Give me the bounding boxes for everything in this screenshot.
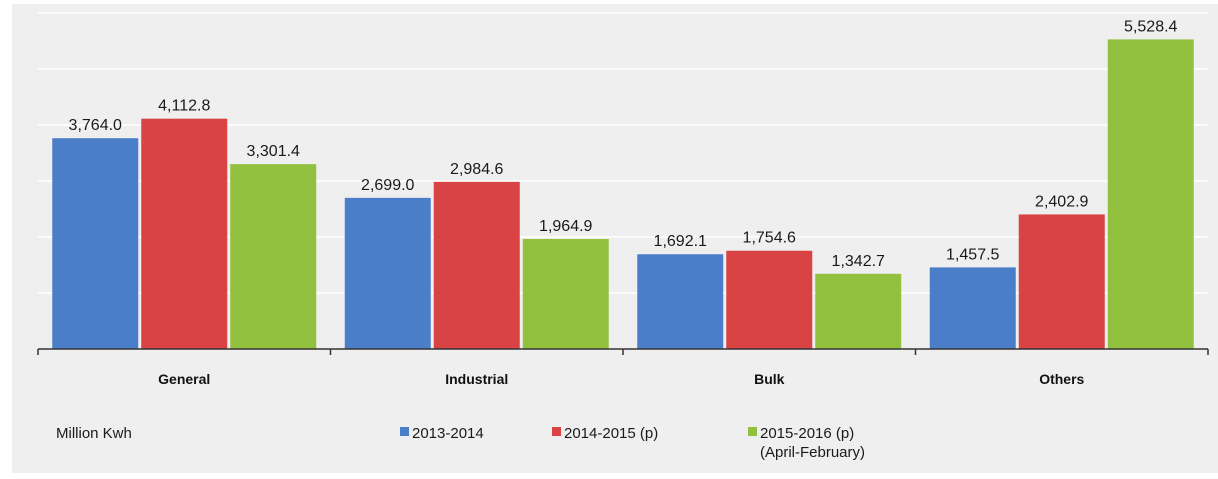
category-label: Bulk xyxy=(754,371,785,387)
bar xyxy=(637,254,724,349)
legend-label: 2013-2014 xyxy=(412,425,484,442)
bars xyxy=(52,39,1194,349)
legend: Million Kwh 2013-2014 2014-2015 (p) 2015-2… xyxy=(56,425,865,461)
data-label: 2,984.6 xyxy=(450,161,503,178)
data-label: 2,699.0 xyxy=(361,177,414,194)
bar xyxy=(52,138,139,349)
data-label: 4,112.8 xyxy=(158,98,210,115)
unit-label: Million Kwh xyxy=(56,425,132,442)
legend-swatch xyxy=(748,427,757,436)
legend-swatch xyxy=(400,427,409,436)
data-label: 1,754.6 xyxy=(743,230,796,247)
category-label: General xyxy=(158,371,210,387)
bar xyxy=(230,164,317,349)
legend-swatch xyxy=(552,427,561,436)
data-label: 2,402.9 xyxy=(1035,193,1088,210)
category-label: Others xyxy=(1039,371,1084,387)
bar xyxy=(1107,39,1194,349)
data-label: 1,964.9 xyxy=(539,218,592,235)
category-label: Industrial xyxy=(445,371,508,387)
bar-chart: 3,764.0 4,112.8 3,301.4 2,699.0 2,984.6 1,964… xyxy=(37,12,1209,461)
data-labels: 3,764.0 4,112.8 3,301.4 2,699.0 2,984.6 1,964… xyxy=(69,18,1178,269)
bar xyxy=(929,267,1016,349)
data-label: 1,692.1 xyxy=(654,233,707,250)
bar xyxy=(522,238,609,349)
data-label: 3,301.4 xyxy=(247,143,300,160)
data-label: 1,342.7 xyxy=(832,253,885,270)
legend-label: 2014-2015 (p) xyxy=(564,425,658,442)
data-label: 3,764.0 xyxy=(69,117,122,134)
data-label: 5,528.4 xyxy=(1124,18,1177,35)
bar xyxy=(344,197,431,349)
bar xyxy=(433,181,520,349)
category-labels: General Industrial Bulk Others xyxy=(158,371,1084,387)
bar xyxy=(1018,214,1105,349)
legend-label: 2015-2016 (p) xyxy=(760,425,854,442)
chart-panel: 3,764.0 4,112.8 3,301.4 2,699.0 2,984.6 1,964… xyxy=(12,4,1218,473)
bar xyxy=(141,118,228,349)
data-label: 1,457.5 xyxy=(946,246,999,263)
legend-label-line2: (April-February) xyxy=(760,444,865,461)
bar xyxy=(815,273,902,349)
bar xyxy=(726,250,813,349)
x-axis xyxy=(37,348,1209,355)
